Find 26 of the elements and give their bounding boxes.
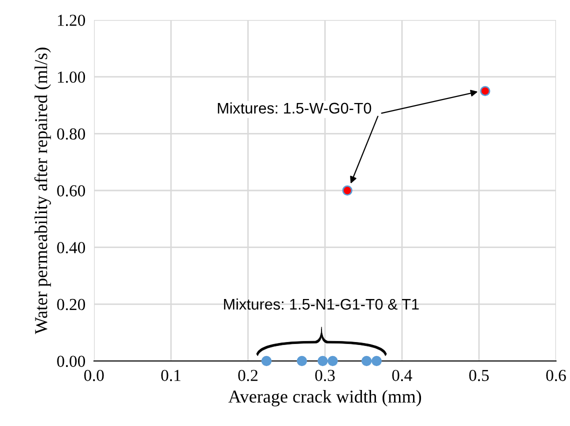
y-axis-title: Water permeability after repaired (ml/s) [34,48,51,334]
y-tick-label: 0.40 [57,242,86,254]
point [361,356,372,366]
x-tick-label: 0.5 [469,370,489,382]
x-tick-label: 0.4 [392,370,412,382]
point [328,356,338,366]
x-tick-label: 0.6 [546,370,566,382]
y-tick-label: 0.00 [57,356,86,368]
annotation: Mixtures: 1.5-W-G0-T0 [218,102,372,114]
point [480,86,490,96]
annotation: Mixtures: 1.5-N1-G1-T0 & T1 [224,298,419,310]
x-tick-label: 0.1 [161,370,180,382]
point [372,356,382,366]
y-tick-label: 1.20 [58,14,86,26]
y-tick-label: 0.20 [57,298,86,310]
point [342,185,352,196]
x-tick-label: 0.2 [238,370,258,382]
point [296,356,307,366]
y-tick-label: 0.60 [57,185,86,197]
x-tick-label: 0.0 [84,370,104,382]
x-axis-title: Average crack width (mm) [228,390,422,406]
y-tick-label: 0.80 [57,128,86,140]
point [318,356,328,366]
point [261,356,272,366]
x-tick-label: 0.3 [315,370,335,382]
y-tick-label: 1.00 [58,72,86,83]
